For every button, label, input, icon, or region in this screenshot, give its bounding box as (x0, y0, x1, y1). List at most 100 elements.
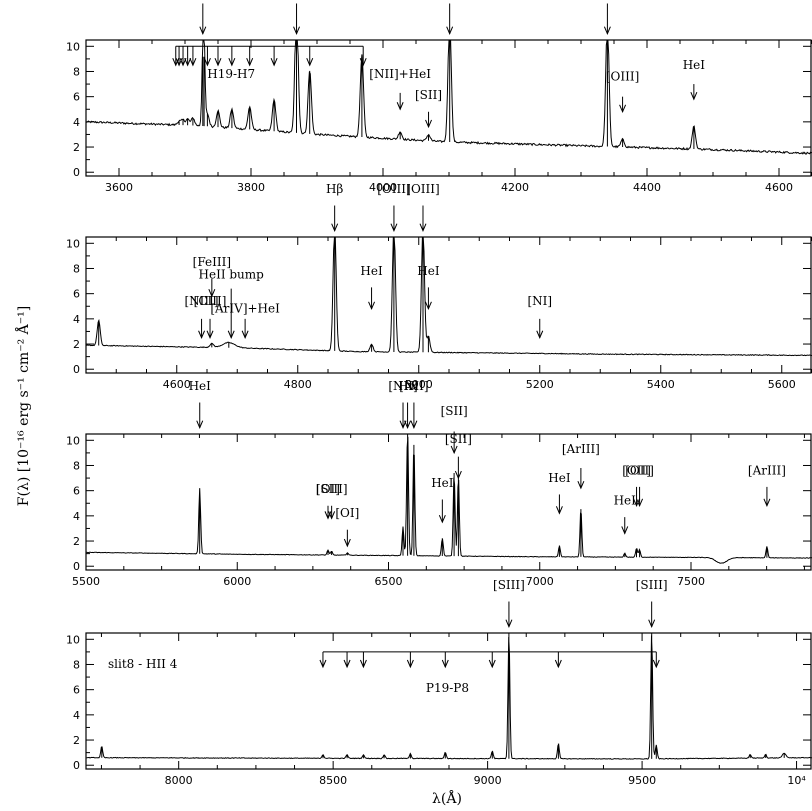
arrow-head (488, 659, 496, 669)
y-tick-label: 4 (73, 313, 80, 326)
x-tick-label: 4800 (284, 378, 312, 391)
line-label: HeII bump (199, 268, 265, 282)
line-label: Hβ (326, 182, 343, 196)
arrow-head (555, 506, 563, 515)
y-tick-label: 0 (73, 166, 80, 179)
x-tick-label: 5000 (405, 378, 433, 391)
arrow-head (246, 57, 254, 67)
arrow-head (306, 57, 314, 67)
line-label: [SIII] (636, 578, 668, 592)
y-tick-label: 0 (73, 363, 80, 376)
arrow-head (636, 498, 644, 508)
arrow-head (214, 57, 222, 67)
arrow-head (343, 659, 351, 669)
y-tick-label: 0 (73, 560, 80, 573)
line-label: [NII]+HeI (369, 67, 431, 81)
line-label: HeI (431, 476, 454, 490)
panel-title: slit8 - HII 4 (108, 657, 178, 671)
x-tick-label: 8500 (319, 774, 347, 787)
x-tick-label: 5400 (647, 378, 675, 391)
arrow-head (424, 301, 432, 311)
arrow-head (763, 498, 771, 508)
x-tick-label: 9000 (474, 774, 502, 787)
y-tick-label: 4 (73, 709, 80, 722)
arrow-head (184, 57, 192, 67)
x-tick-label: 7500 (677, 575, 705, 588)
arrow-head (319, 659, 327, 669)
x-tick-label: 6500 (375, 575, 403, 588)
arrow-head (199, 26, 207, 35)
arrow-head (438, 514, 446, 524)
spectrum-line (85, 633, 812, 760)
line-label: [NI] (527, 294, 552, 308)
arrow-head (419, 223, 427, 232)
arrow-head (328, 511, 336, 520)
arrow-head (189, 57, 197, 67)
x-tick-label: 3800 (237, 181, 265, 194)
y-axis-title: F(λ) [10⁻¹⁶ erg s⁻¹ cm⁻² Å⁻¹] (14, 306, 32, 506)
arrow-head (390, 223, 398, 232)
line-label: [SIII] (316, 482, 348, 496)
y-tick-label: 6 (73, 91, 80, 104)
line-label: [OIII] (377, 182, 410, 196)
arrow-head (368, 301, 376, 311)
arrow-head (343, 538, 351, 548)
spectrum-line (85, 236, 812, 357)
arrow-head (410, 420, 418, 429)
arrow-head (690, 91, 698, 101)
plot-frame (85, 632, 812, 770)
arrow-head (648, 619, 656, 628)
arrow-head (241, 330, 249, 340)
line-label: HeI (189, 379, 212, 393)
arrow-head (270, 57, 278, 67)
x-axis-title: λ(Å) (432, 789, 462, 807)
line-label: HeI (683, 58, 706, 72)
arrow-head (652, 659, 660, 669)
arrow-head (446, 26, 454, 35)
y-tick-label: 6 (73, 684, 80, 697)
y-tick-label: 2 (73, 338, 80, 351)
line-label: [OII] (622, 463, 651, 477)
line-label: [SII] (445, 432, 472, 446)
line-label: [NIII] (185, 294, 219, 308)
x-tick-label: 4600 (163, 378, 191, 391)
series-bracket-label: P19-P8 (426, 681, 469, 695)
arrow-head (228, 57, 236, 67)
arrow-head (331, 223, 339, 232)
arrow-head (172, 57, 180, 67)
line-label: [SII] (415, 88, 442, 102)
line-label: [OI] (316, 482, 340, 496)
arrow-head (206, 330, 214, 340)
y-tick-label: 2 (73, 535, 80, 548)
line-label: [NII] (388, 379, 417, 393)
y-tick-label: 2 (73, 141, 80, 154)
spectrum-panels: 0246810360038004000420044004600[OII][NeI… (66, 3, 812, 787)
arrow-head (396, 102, 404, 111)
line-label: [ArIV]+HeI (210, 302, 280, 316)
y-tick-label: 10 (66, 237, 80, 250)
plot-frame (85, 433, 812, 571)
line-label: HeI (360, 264, 383, 278)
y-tick-label: 8 (73, 65, 80, 78)
x-tick-label: 10⁴ (787, 774, 806, 787)
arrow-head (359, 57, 367, 67)
y-tick-label: 4 (73, 116, 80, 129)
line-label: [NII] (399, 379, 428, 393)
x-tick-label: 8000 (165, 774, 193, 787)
line-label: [FeIII] (193, 255, 231, 269)
arrow-head (227, 330, 235, 340)
y-tick-label: 8 (73, 459, 80, 472)
arrow-head (505, 619, 513, 628)
arrow-head (621, 526, 629, 535)
x-tick-label: 4400 (633, 181, 661, 194)
arrow-head (406, 659, 414, 669)
arrow-head (633, 498, 641, 508)
line-label: HeI (614, 494, 637, 508)
line-label: [OII] (625, 463, 654, 477)
x-tick-label: 7000 (526, 575, 554, 588)
y-tick-label: 6 (73, 485, 80, 498)
spectrum-panel-4: 0 2 4 6 8 10 8000 8500 9000 9500 10⁴ [SIII] [SIII] P1… (66, 578, 812, 787)
y-tick-label: 10 (66, 434, 80, 447)
